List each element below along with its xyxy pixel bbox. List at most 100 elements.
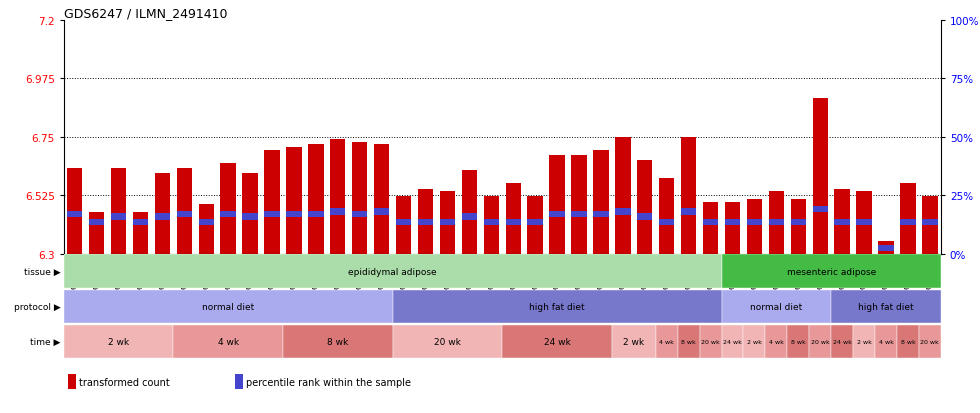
Bar xyxy=(199,205,214,254)
Bar xyxy=(812,206,828,213)
Bar xyxy=(791,199,806,254)
Bar xyxy=(659,179,674,254)
Text: 20 wk: 20 wk xyxy=(434,337,461,346)
Bar xyxy=(64,255,721,288)
Bar xyxy=(132,213,148,254)
Text: high fat diet: high fat diet xyxy=(529,302,585,311)
Bar xyxy=(768,192,784,254)
Bar xyxy=(857,219,872,225)
Bar xyxy=(286,148,302,254)
Bar xyxy=(765,325,787,358)
Bar xyxy=(637,214,653,220)
Text: 2 wk: 2 wk xyxy=(623,337,645,346)
Bar xyxy=(502,325,612,358)
Bar xyxy=(220,163,236,254)
Bar xyxy=(678,325,700,358)
Bar xyxy=(831,325,853,358)
Bar xyxy=(878,245,894,252)
Bar xyxy=(571,155,587,254)
Bar xyxy=(89,213,104,254)
Bar xyxy=(703,219,718,225)
Bar xyxy=(64,325,173,358)
Bar xyxy=(747,219,762,225)
Bar xyxy=(155,214,171,220)
Bar xyxy=(462,171,477,254)
Bar xyxy=(242,173,258,254)
Text: time ▶: time ▶ xyxy=(30,337,61,346)
Bar xyxy=(67,169,82,254)
Bar xyxy=(308,145,323,254)
Bar xyxy=(656,325,678,358)
Text: 8 wk: 8 wk xyxy=(681,339,696,344)
Bar xyxy=(393,290,721,323)
Bar xyxy=(352,211,368,218)
Bar xyxy=(393,325,502,358)
Text: 2 wk: 2 wk xyxy=(857,339,871,344)
Bar xyxy=(721,290,831,323)
Text: 4 wk: 4 wk xyxy=(878,339,894,344)
Bar xyxy=(612,325,656,358)
Bar xyxy=(878,241,894,254)
Bar xyxy=(744,325,765,358)
Bar xyxy=(242,214,258,220)
Text: 8 wk: 8 wk xyxy=(327,337,349,346)
Bar xyxy=(659,219,674,225)
Bar xyxy=(483,197,499,254)
Text: normal diet: normal diet xyxy=(751,302,803,311)
Bar xyxy=(593,150,609,254)
Bar xyxy=(199,219,214,225)
Text: 20 wk: 20 wk xyxy=(920,339,939,344)
Bar xyxy=(809,325,831,358)
Text: high fat diet: high fat diet xyxy=(858,302,913,311)
Bar xyxy=(901,219,915,225)
Bar xyxy=(747,199,762,254)
Bar xyxy=(374,145,389,254)
Bar xyxy=(265,150,279,254)
Bar xyxy=(155,173,171,254)
Bar xyxy=(462,214,477,220)
Text: mesenteric adipose: mesenteric adipose xyxy=(787,267,876,276)
Bar xyxy=(791,219,806,225)
Text: 2 wk: 2 wk xyxy=(747,339,761,344)
Bar xyxy=(721,325,744,358)
Bar xyxy=(857,192,872,254)
Bar xyxy=(89,219,104,225)
Bar xyxy=(681,138,697,254)
Bar xyxy=(901,184,915,254)
Text: GDS6247 / ILMN_2491410: GDS6247 / ILMN_2491410 xyxy=(64,7,227,19)
Bar xyxy=(220,211,236,218)
Bar xyxy=(330,209,346,215)
Text: 8 wk: 8 wk xyxy=(791,339,806,344)
Bar xyxy=(111,214,126,220)
Bar xyxy=(64,290,393,323)
Bar xyxy=(440,192,455,254)
Bar xyxy=(286,211,302,218)
Bar xyxy=(111,169,126,254)
Text: transformed count: transformed count xyxy=(79,377,170,387)
Bar xyxy=(787,325,809,358)
Bar xyxy=(527,197,543,254)
Bar xyxy=(922,197,938,254)
Bar xyxy=(506,219,521,225)
Text: 2 wk: 2 wk xyxy=(108,337,129,346)
Bar xyxy=(396,197,412,254)
Bar xyxy=(834,189,850,254)
Bar xyxy=(265,211,279,218)
Bar xyxy=(417,189,433,254)
Bar xyxy=(550,155,564,254)
Bar xyxy=(308,211,323,218)
Bar xyxy=(768,219,784,225)
Bar xyxy=(681,209,697,215)
Bar xyxy=(68,375,76,389)
Bar xyxy=(834,219,850,225)
Bar xyxy=(67,211,82,218)
Bar xyxy=(875,325,897,358)
Bar xyxy=(725,219,740,225)
Bar xyxy=(283,325,393,358)
Bar xyxy=(396,219,412,225)
Text: percentile rank within the sample: percentile rank within the sample xyxy=(246,377,411,387)
Text: 8 wk: 8 wk xyxy=(901,339,915,344)
Bar xyxy=(330,140,346,254)
Text: 24 wk: 24 wk xyxy=(833,339,852,344)
Bar xyxy=(615,209,630,215)
